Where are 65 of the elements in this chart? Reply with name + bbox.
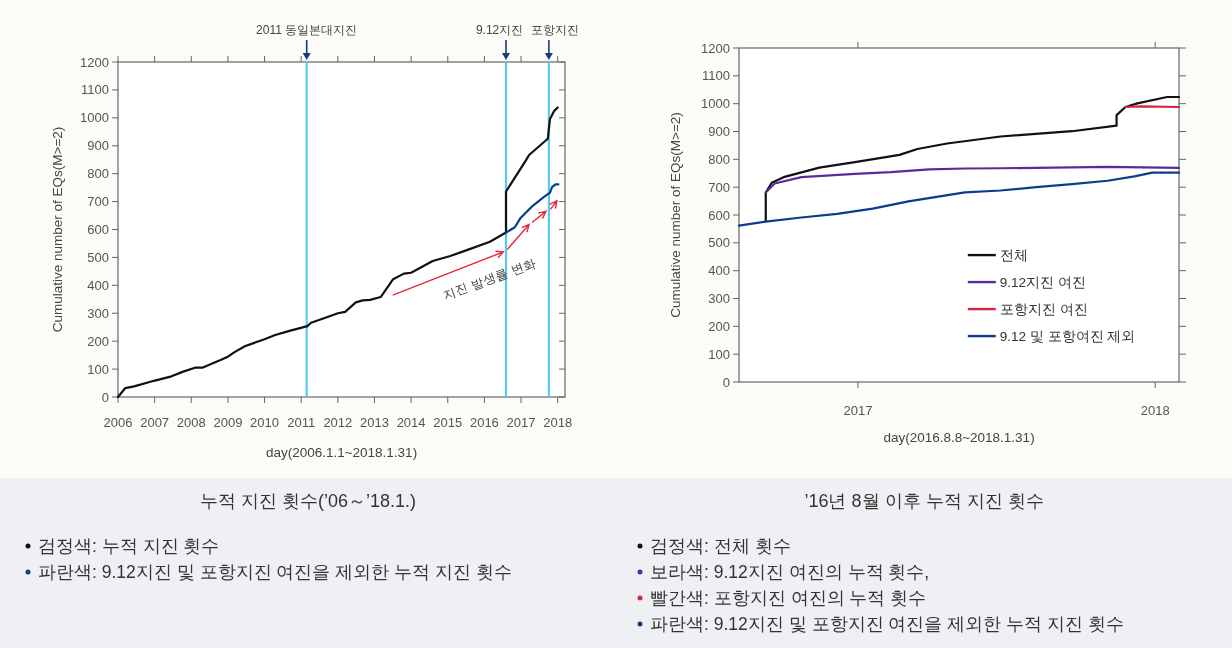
y-tick-label: 1100 xyxy=(81,82,109,98)
y-tick-label: 500 xyxy=(708,235,730,251)
y-axis-title: Cumulative number of EQs(M>=2) xyxy=(50,126,65,333)
line-series xyxy=(764,165,1181,194)
y-tick-label: 600 xyxy=(708,207,730,223)
y-tick-label: 1200 xyxy=(80,54,109,70)
y-tick-label: 500 xyxy=(87,249,109,265)
legend-label: 전체 xyxy=(999,248,1028,264)
x-tick-label: 2018 xyxy=(1140,403,1170,418)
ref-line-label: 9.12지진 xyxy=(475,23,524,37)
y-tick-label: 600 xyxy=(87,222,109,237)
x-tick-label: 2017 xyxy=(506,415,536,430)
y-tick-label: 1200 xyxy=(701,40,730,56)
y-tick-label: 1000 xyxy=(80,110,109,126)
y-tick-label: 400 xyxy=(708,263,730,279)
y-axis-title: Cumulative number of EQs(M>=2) xyxy=(668,112,683,318)
line-series xyxy=(504,183,560,234)
x-tick-label: 2006 xyxy=(103,415,133,430)
y-tick-label: 300 xyxy=(87,305,109,321)
legend-label: 포항지진 여진 xyxy=(999,302,1088,318)
text: 파란색: 9.12지진 및 포항지진 여진을 제외한 누적 지진 횟수 xyxy=(650,614,1124,634)
x-tick-label: 2008 xyxy=(176,415,206,430)
text: 누적 지진 횟수(’06～’18.1.) xyxy=(199,491,417,511)
text: 파란색: 9.12지진 및 포항지진 여진을 제외한 누적 지진 횟수 xyxy=(38,562,512,582)
y-tick-label: 800 xyxy=(87,166,109,182)
y-tick-label: 700 xyxy=(708,179,730,195)
y-tick-label: 900 xyxy=(708,124,730,139)
x-tick-label: 2012 xyxy=(323,415,353,430)
y-tick-label: 900 xyxy=(87,138,109,154)
y-tick-label: 100 xyxy=(708,346,730,362)
x-tick-label: 2007 xyxy=(140,415,170,430)
y-tick-label: 100 xyxy=(87,361,109,377)
text: 빨간색: 포항지진 여진의 누적 횟수 xyxy=(650,588,927,608)
line-series xyxy=(116,106,559,399)
ref-line-label: 2011 동일본대지진 xyxy=(256,23,358,37)
y-tick-label: 0 xyxy=(722,374,730,390)
x-tick-label: 2011 xyxy=(287,415,316,430)
y-tick-label: 0 xyxy=(101,389,109,405)
x-axis-title: day(2016.8.8~2018.1.31) xyxy=(883,430,1035,445)
y-tick-label: 200 xyxy=(87,333,109,349)
y-tick-label: 1000 xyxy=(701,96,730,112)
text: 보라색: 9.12지진 여진의 누적 횟수, xyxy=(650,562,930,582)
y-tick-label: 300 xyxy=(708,291,730,306)
y-tick-label: 400 xyxy=(87,277,109,293)
x-tick-label: 2015 xyxy=(433,415,463,430)
legend-label: 9.12 및 포항여진 제외 xyxy=(999,329,1136,345)
y-tick-label: 800 xyxy=(708,151,730,167)
legend-label: 9.12지진 여진 xyxy=(999,275,1086,291)
x-tick-label: 2014 xyxy=(396,415,426,430)
y-tick-label: 700 xyxy=(87,194,109,210)
text: 검정색: 전체 횟수 xyxy=(650,536,791,556)
line-series xyxy=(764,95,1181,222)
x-tick-label: 2010 xyxy=(250,415,280,430)
x-tick-label: 2016 xyxy=(469,415,499,430)
text: ’16년 8월 이후 누적 지진 횟수 xyxy=(804,491,1044,511)
text: 검정색: 누적 지진 횟수 xyxy=(38,536,220,556)
x-tick-label: 2017 xyxy=(843,403,873,418)
x-tick-label: 2009 xyxy=(213,415,243,430)
y-tick-label: 200 xyxy=(708,318,730,334)
x-axis-title: day(2006.1.1~2018.1.31) xyxy=(265,445,418,460)
x-tick-label: 2018 xyxy=(543,415,573,430)
x-tick-label: 2013 xyxy=(360,415,389,430)
ref-line-label: 포항지진 xyxy=(531,23,580,37)
y-tick-label: 1100 xyxy=(702,68,730,84)
line-series xyxy=(737,171,1181,227)
